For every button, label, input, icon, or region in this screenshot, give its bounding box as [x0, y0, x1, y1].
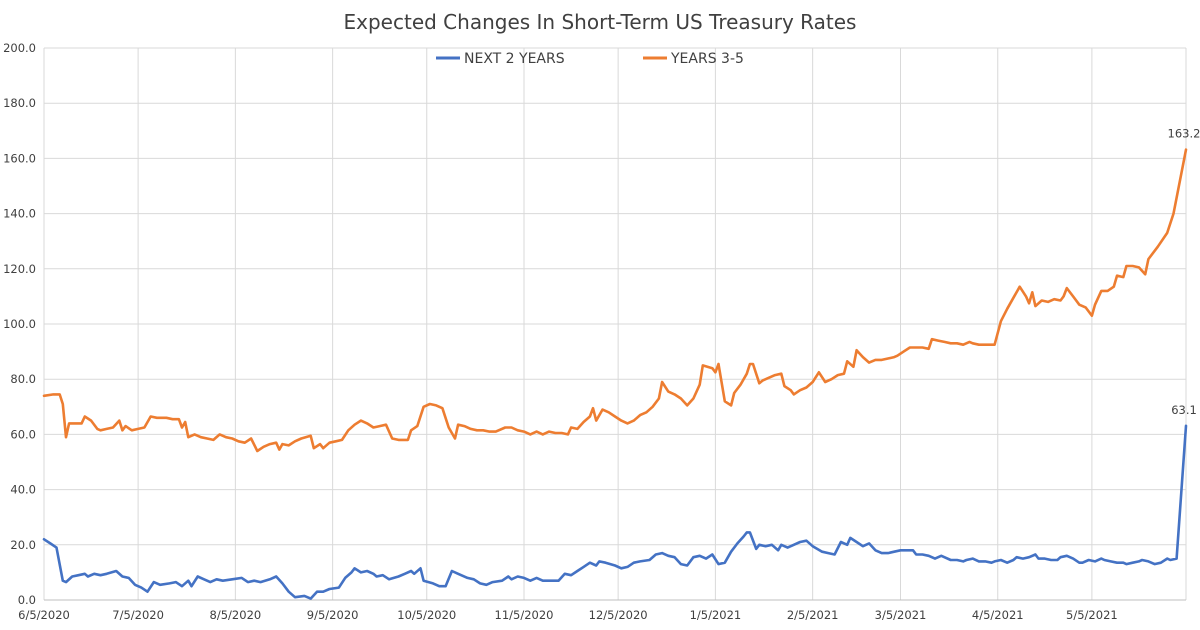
y-tick-label: 180.0: [3, 96, 36, 110]
x-tick-label: 3/5/2021: [875, 608, 927, 622]
gridlines: [43, 47, 1187, 601]
y-tick-label: 120.0: [3, 262, 36, 276]
y-tick-label: 140.0: [3, 207, 36, 221]
y-tick-label: 200.0: [3, 41, 36, 55]
end-labels: 63.1 163.2: [1168, 127, 1200, 417]
y-tick-label: 0.0: [18, 593, 36, 607]
series-line-1: [42, 424, 1188, 600]
legend-label-1: NEXT 2 YEARS: [464, 51, 565, 67]
legend-label-2: YEARS 3-5: [670, 51, 744, 67]
chart-title: Expected Changes In Short-Term US Treasu…: [344, 10, 857, 34]
x-tick-label: 11/5/2020: [495, 608, 554, 622]
series-lines: [42, 148, 1188, 600]
y-tick-label: 20.0: [10, 538, 36, 552]
y-tick-label: 100.0: [3, 317, 36, 331]
x-tick-label: 4/5/2021: [972, 608, 1024, 622]
y-tick-label: 60.0: [10, 427, 36, 441]
x-tick-label: 10/5/2020: [397, 608, 456, 622]
x-tick-label: 5/5/2021: [1066, 608, 1118, 622]
x-tick-label: 7/5/2020: [112, 608, 164, 622]
legend: NEXT 2 YEARS YEARS 3-5: [436, 51, 744, 67]
y-tick-label: 40.0: [10, 483, 36, 497]
end-label-1: 63.1: [1171, 403, 1197, 417]
x-tick-label: 8/5/2020: [210, 608, 262, 622]
end-label-2: 163.2: [1168, 127, 1200, 141]
y-tick-label: 160.0: [3, 151, 36, 165]
x-tick-label: 6/5/2020: [18, 608, 70, 622]
x-tick-label: 1/5/2021: [690, 608, 742, 622]
x-axis-tick-labels: 6/5/2020 7/5/2020 8/5/2020 9/5/2020 10/5/202…: [18, 608, 1118, 622]
y-tick-label: 80.0: [10, 372, 36, 386]
x-tick-label: 12/5/2020: [589, 608, 648, 622]
x-tick-label: 2/5/2021: [787, 608, 839, 622]
x-tick-label: 9/5/2020: [307, 608, 359, 622]
y-axis-tick-labels: 0.0 20.0 40.0 60.0 80.0 100.0 120.0 140.0 160.0 1…: [3, 41, 36, 607]
series-line-2: [42, 148, 1188, 453]
